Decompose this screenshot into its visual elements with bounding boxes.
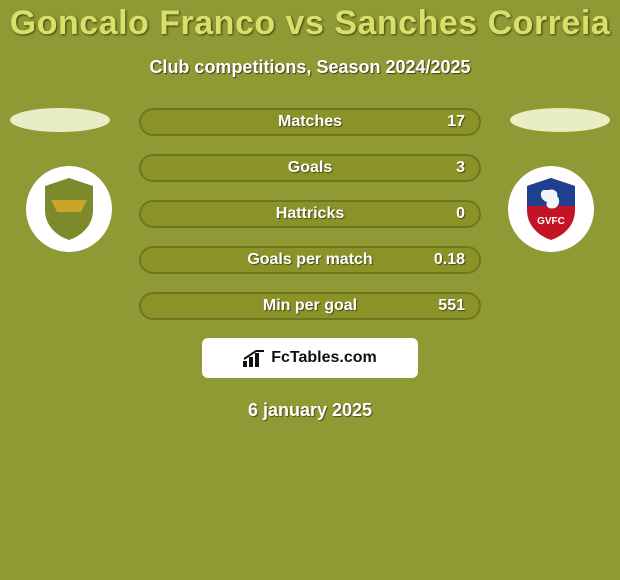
stat-label: Goals per match [247, 251, 372, 269]
player-photo-right [510, 108, 610, 132]
club-crest-left [26, 166, 112, 252]
stats-area: GVFC Matches 17 Goals 3 Hattricks 0 Goals per … [0, 108, 620, 320]
stat-row: Hattricks 0 [139, 200, 481, 228]
stat-label: Hattricks [276, 205, 344, 223]
stat-label: Min per goal [263, 297, 357, 315]
stat-row: Goals per match 0.18 [139, 246, 481, 274]
stat-label: Goals [288, 159, 332, 177]
watermark-text: FcTables.com [271, 349, 377, 367]
watermark: FcTables.com [202, 338, 418, 378]
stat-row: Min per goal 551 [139, 292, 481, 320]
stat-value-right: 0.18 [425, 251, 465, 269]
crest-right-abbr: GVFC [537, 216, 565, 227]
stat-value-right: 0 [425, 205, 465, 223]
stat-value-right: 3 [425, 159, 465, 177]
stat-row: Goals 3 [139, 154, 481, 182]
shield-icon: GVFC [523, 176, 579, 242]
page-title: Goncalo Franco vs Sanches Correia [0, 0, 620, 43]
player-photo-left [10, 108, 110, 132]
content-area: GVFC Matches 17 Goals 3 Hattricks 0 Goals per … [0, 108, 620, 421]
infographic-root: Goncalo Franco vs Sanches Correia Club c… [0, 0, 620, 580]
stat-label: Matches [278, 113, 342, 131]
stat-value-right: 17 [425, 113, 465, 131]
club-crest-right: GVFC [508, 166, 594, 252]
stat-row: Matches 17 [139, 108, 481, 136]
stat-value-right: 551 [425, 297, 465, 315]
bar-chart-icon [243, 349, 265, 367]
shield-icon [41, 176, 97, 242]
footer-date: 6 january 2025 [0, 400, 620, 421]
page-subtitle: Club competitions, Season 2024/2025 [0, 57, 620, 78]
